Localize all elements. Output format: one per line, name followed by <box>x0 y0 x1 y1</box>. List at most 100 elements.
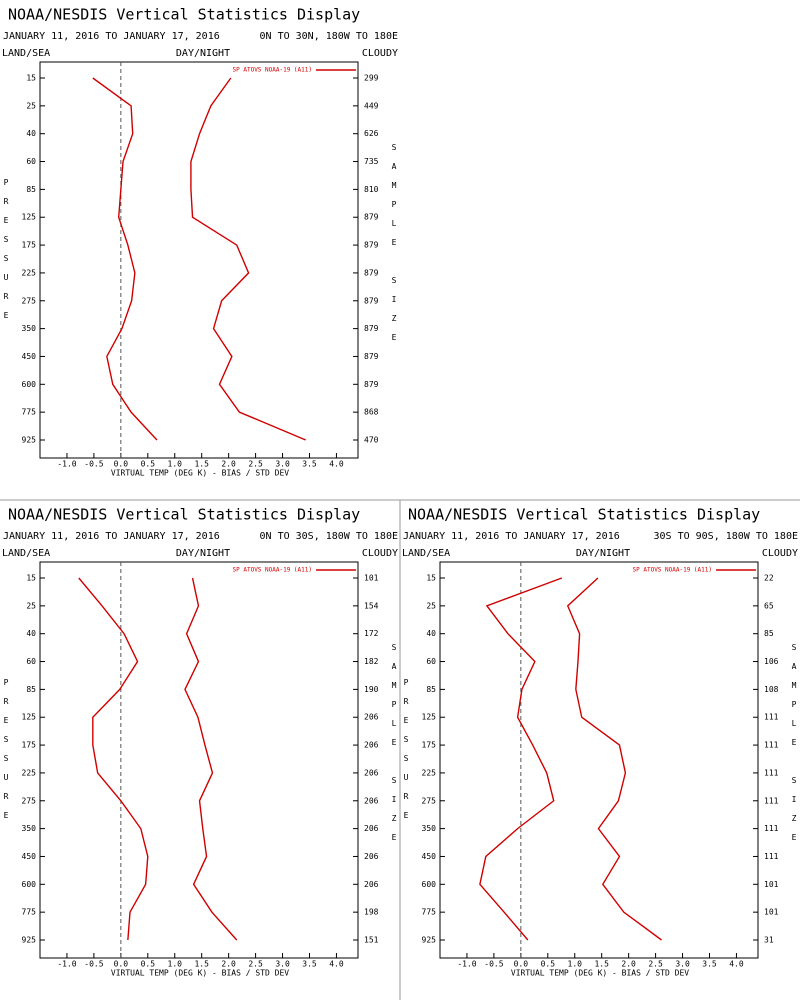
panel: NOAA/NESDIS Vertical Statistics Display J… <box>402 506 799 978</box>
x-tick-label: 0.0 <box>114 460 129 469</box>
sample-size-label: 879 <box>364 268 379 277</box>
pressure-label: 450 <box>422 852 437 861</box>
pressure-label: 775 <box>22 908 37 917</box>
profile-line <box>566 577 662 941</box>
pressure-label: 350 <box>422 824 437 833</box>
x-tick-label: 0.5 <box>141 460 156 469</box>
x-tick-label: 1.5 <box>194 460 209 469</box>
region: 0N TO 30N, 180W TO 180E <box>260 31 398 42</box>
x-tick-label: 0.5 <box>541 960 556 969</box>
sample-size-label: 111 <box>764 768 779 777</box>
pressure-label: 925 <box>422 936 437 945</box>
x-axis-label: VIRTUAL TEMP (DEG K) - BIAS / STD DEV <box>111 469 289 478</box>
header-label: LAND/SEA <box>2 48 50 59</box>
pressure-label: 40 <box>426 629 436 638</box>
sample-size-label: 111 <box>764 824 779 833</box>
region: 0N TO 30S, 180W TO 180E <box>260 531 398 542</box>
sample-size-label: 172 <box>364 629 379 638</box>
legend-label: SP ATOVS NOAA-19 (A11) <box>233 67 312 74</box>
sample-size-label: 182 <box>364 657 379 666</box>
panel-title: NOAA/NESDIS Vertical Statistics Display <box>8 6 360 24</box>
header-label: DAY/NIGHT <box>176 48 230 59</box>
pressure-label: 225 <box>22 768 37 777</box>
pressure-label: 125 <box>22 213 37 222</box>
pressure-label: 125 <box>422 713 437 722</box>
header-label: LAND/SEA <box>2 548 50 559</box>
pressure-label: 450 <box>22 852 37 861</box>
x-tick-label: 4.0 <box>329 960 344 969</box>
x-tick-label: 0.5 <box>141 960 156 969</box>
header-label: CLOUDY <box>362 48 398 59</box>
sample-size-label: 101 <box>764 880 779 889</box>
x-tick-label: 0.0 <box>114 960 129 969</box>
pressure-label: 175 <box>22 741 37 750</box>
x-tick-label: 2.5 <box>248 960 263 969</box>
sample-size-label: 810 <box>364 185 379 194</box>
sample-size-label: 206 <box>364 741 379 750</box>
x-tick-label: 4.0 <box>329 460 344 469</box>
x-tick-label: 3.0 <box>275 460 290 469</box>
header-label: DAY/NIGHT <box>176 548 230 559</box>
pressure-label: 125 <box>22 713 37 722</box>
sample-size-label: 151 <box>364 936 379 945</box>
pressure-label: 175 <box>22 241 37 250</box>
pressure-label: 60 <box>26 157 36 166</box>
sample-size-label: 154 <box>364 601 379 610</box>
sample-size-label: 879 <box>364 380 379 389</box>
pressure-label: 40 <box>26 629 36 638</box>
pressure-label: 275 <box>422 796 437 805</box>
x-tick-label: 2.0 <box>221 460 236 469</box>
x-tick-label: -1.0 <box>57 460 76 469</box>
sample-size-label: 626 <box>364 129 379 138</box>
sample-size-label: 299 <box>364 74 379 83</box>
pressure-label: 60 <box>426 657 436 666</box>
header-label: DAY/NIGHT <box>576 548 630 559</box>
y2-axis-label: SAMPLE SIZE <box>390 143 399 352</box>
x-tick-label: 4.0 <box>729 960 744 969</box>
sample-size-label: 206 <box>364 713 379 722</box>
sample-size-label: 206 <box>364 768 379 777</box>
sample-size-label: 111 <box>764 852 779 861</box>
profile-line <box>190 77 306 441</box>
profile-line <box>479 577 563 941</box>
sample-size-label: 879 <box>364 213 379 222</box>
pressure-label: 775 <box>422 908 437 917</box>
panel: NOAA/NESDIS Vertical Statistics Display J… <box>2 6 399 478</box>
x-tick-label: 2.5 <box>648 960 663 969</box>
plot-frame <box>39 61 359 459</box>
sample-size-label: 879 <box>364 324 379 333</box>
sample-size-label: 879 <box>364 296 379 305</box>
sample-size-label: 206 <box>364 796 379 805</box>
header-label: CLOUDY <box>762 548 798 559</box>
x-tick-label: 3.5 <box>702 960 717 969</box>
y2-axis-label: SAMPLE SIZE <box>390 643 399 852</box>
x-tick-label: 2.0 <box>221 960 236 969</box>
date-range: JANUARY 11, 2016 TO JANUARY 17, 2016 <box>403 531 620 542</box>
sample-size-label: 206 <box>364 852 379 861</box>
x-tick-label: 2.5 <box>248 460 263 469</box>
x-tick-label: -1.0 <box>57 960 76 969</box>
y-axis-label: PRESSURE <box>2 178 11 330</box>
x-tick-label: 1.0 <box>168 960 183 969</box>
sample-size-label: 735 <box>364 157 379 166</box>
x-tick-label: 3.0 <box>275 960 290 969</box>
panel-title: NOAA/NESDIS Vertical Statistics Display <box>408 506 760 524</box>
profile-line <box>184 577 238 941</box>
header-label: LAND/SEA <box>402 548 450 559</box>
date-range: JANUARY 11, 2016 TO JANUARY 17, 2016 <box>3 31 220 42</box>
legend-label: SP ATOVS NOAA-19 (A11) <box>233 567 312 574</box>
x-axis-label: VIRTUAL TEMP (DEG K) - BIAS / STD DEV <box>511 969 689 978</box>
pressure-label: 225 <box>22 268 37 277</box>
sample-size-label: 108 <box>764 685 779 694</box>
x-axis-label: VIRTUAL TEMP (DEG K) - BIAS / STD DEV <box>111 969 289 978</box>
pressure-label: 85 <box>426 685 436 694</box>
x-tick-label: 2.0 <box>621 960 636 969</box>
sample-size-label: 206 <box>364 824 379 833</box>
date-range: JANUARY 11, 2016 TO JANUARY 17, 2016 <box>3 531 220 542</box>
plot-frame <box>439 561 759 959</box>
legend-label: SP ATOVS NOAA-19 (A11) <box>633 567 712 574</box>
pressure-label: 925 <box>22 936 37 945</box>
panel: NOAA/NESDIS Vertical Statistics Display J… <box>2 506 399 978</box>
sample-size-label: 449 <box>364 101 379 110</box>
